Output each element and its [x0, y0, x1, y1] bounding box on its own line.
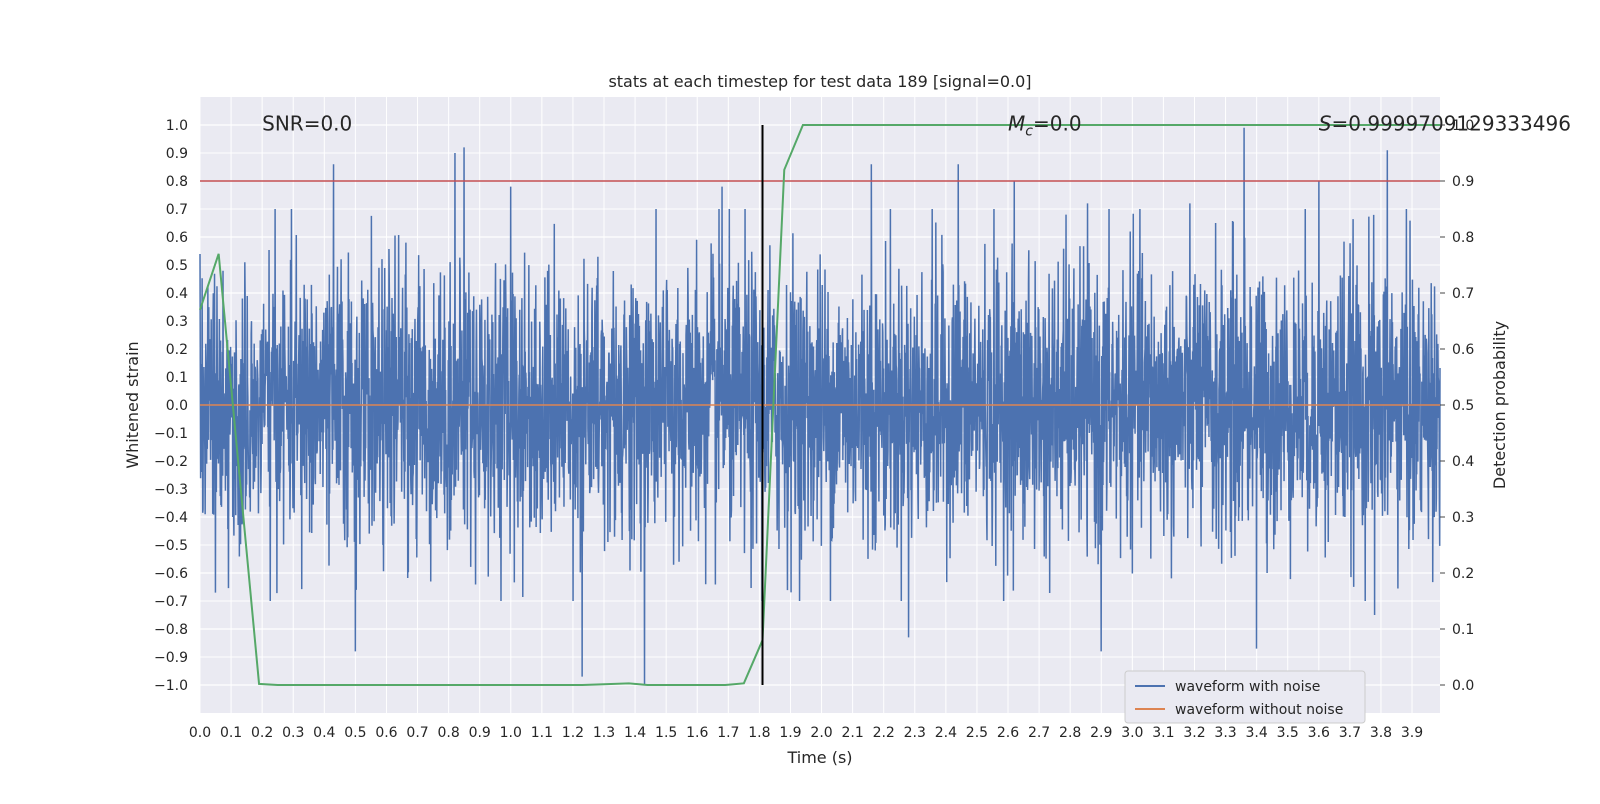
y-tick-label: 0.9	[166, 146, 188, 162]
x-tick-label: 1.0	[500, 725, 522, 741]
y-tick-label: 0.8	[166, 174, 188, 190]
y-axis-label: Whitened strain	[123, 341, 142, 468]
series-layer	[199, 127, 1441, 686]
x-tick-label: 3.4	[1246, 725, 1268, 741]
y-tick-label: −0.5	[154, 538, 188, 554]
x-tick-label: 1.6	[686, 725, 708, 741]
x-tick-label: 1.1	[531, 725, 553, 741]
x-tick-label: 2.2	[873, 725, 895, 741]
mc-subscript: c	[1025, 124, 1033, 140]
x-tick-label: 1.9	[779, 725, 801, 741]
x-tick-label: 0.2	[251, 725, 273, 741]
y-tick-label: 0.4	[166, 286, 188, 302]
y-tick-label: −1.0	[154, 678, 188, 694]
x-tick-label: 0.3	[282, 725, 304, 741]
y2-tick-label: 0.5	[1452, 398, 1474, 414]
x-tick-label: 3.1	[1152, 725, 1174, 741]
x-tick-label: 3.2	[1183, 725, 1205, 741]
x-tick-label: 2.5	[966, 725, 988, 741]
y-tick-label: −0.6	[154, 566, 188, 582]
y-tick-label: −0.9	[154, 650, 188, 666]
x-tick-label: 3.7	[1339, 725, 1361, 741]
legend-box	[1124, 670, 1366, 724]
y-tick-label: 0.2	[166, 342, 188, 358]
x-tick-label: 0.6	[375, 725, 397, 741]
x-tick-label: 0.4	[313, 725, 335, 741]
y-tick-label: 0.6	[166, 230, 188, 246]
x-tick-label: 3.9	[1401, 725, 1423, 741]
y-tick-label: 1.0	[166, 118, 188, 134]
series-line-waveform-with-noise	[199, 127, 1441, 686]
y-tick-label: 0.3	[166, 314, 188, 330]
x-tick-label: 3.8	[1370, 725, 1392, 741]
snr-annotation: SNR=0.0	[262, 112, 352, 136]
x-tick-label: 2.4	[935, 725, 957, 741]
y2-tick-label: 0.9	[1452, 174, 1474, 190]
y-tick-label: 0.0	[166, 398, 188, 414]
x-axis-label: Time (s)	[786, 748, 852, 767]
y2-tick-label: 0.0	[1452, 678, 1474, 694]
y2-tick-label: 0.2	[1452, 566, 1474, 582]
x-tick-label: 0.5	[344, 725, 366, 741]
y-tick-label: −0.8	[154, 622, 188, 638]
y-tick-label: −0.4	[154, 510, 188, 526]
mc-symbol: M	[1008, 112, 1025, 136]
x-tick-label: 0.7	[406, 725, 428, 741]
tick-labels: 0.0 0.1 0.2 0.3 0.4 0.5 0.6 0.7 0.8 0.9 1.0 1.1 1.2 1…	[154, 118, 1474, 741]
y2-tick-label: 0.4	[1452, 454, 1474, 470]
overlay-layer	[199, 124, 1440, 686]
y2-tick-label: 0.8	[1452, 230, 1474, 246]
series-line-detection-probability	[199, 124, 1440, 686]
x-tick-label: 0.9	[469, 725, 491, 741]
x-tick-label: 3.5	[1277, 725, 1299, 741]
x-tick-label: 3.3	[1214, 725, 1236, 741]
y-tick-label: −0.3	[154, 482, 188, 498]
y-tick-label: −0.1	[154, 426, 188, 442]
y2-tick-label: 0.1	[1452, 622, 1474, 638]
s-symbol: S	[1319, 112, 1332, 136]
mc-value: =0.0	[1033, 112, 1082, 136]
x-tick-label: 2.0	[810, 725, 832, 741]
mc-annotation: Mc=0.0	[1008, 112, 1082, 140]
s-value: =0.9999709129333496	[1332, 112, 1571, 136]
y2-tick-label: 0.7	[1452, 286, 1474, 302]
s-annotation: S=0.9999709129333496	[1319, 112, 1571, 136]
y2-tick-label: 0.3	[1452, 510, 1474, 526]
x-tick-label: 0.0	[189, 725, 211, 741]
x-tick-label: 1.4	[624, 725, 646, 741]
y-tick-label: 0.7	[166, 202, 188, 218]
x-tick-label: 1.7	[717, 725, 739, 741]
x-tick-label: 2.9	[1090, 725, 1112, 741]
y2-axis-label: Detection probability	[1490, 321, 1509, 489]
x-tick-label: 2.1	[841, 725, 863, 741]
x-tick-label: 1.3	[593, 725, 615, 741]
x-tick-label: 1.8	[748, 725, 770, 741]
x-tick-label: 2.3	[904, 725, 926, 741]
y2-tick-label: 1.0	[1452, 118, 1474, 134]
y-tick-label: 0.1	[166, 370, 188, 386]
legend-label-noise: waveform with noise	[1175, 679, 1320, 695]
y-tick-label: 0.5	[166, 258, 188, 274]
x-tick-label: 3.0	[1121, 725, 1143, 741]
x-tick-label: 2.6	[997, 725, 1019, 741]
y-tick-label: −0.7	[154, 594, 188, 610]
x-tick-label: 1.2	[562, 725, 584, 741]
x-tick-label: 0.8	[437, 725, 459, 741]
x-tick-label: 2.8	[1059, 725, 1081, 741]
x-tick-label: 0.1	[220, 725, 242, 741]
x-tick-label: 3.6	[1308, 725, 1330, 741]
chart-title: stats at each timestep for test data 189…	[608, 72, 1031, 91]
legend-label-clean: waveform without noise	[1175, 702, 1343, 718]
y-tick-label: −0.2	[154, 454, 188, 470]
x-tick-label: 2.7	[1028, 725, 1050, 741]
legend: waveform with noise waveform without noi…	[1124, 670, 1366, 724]
x-tick-label: 1.5	[655, 725, 677, 741]
y2-tick-label: 0.6	[1452, 342, 1474, 358]
